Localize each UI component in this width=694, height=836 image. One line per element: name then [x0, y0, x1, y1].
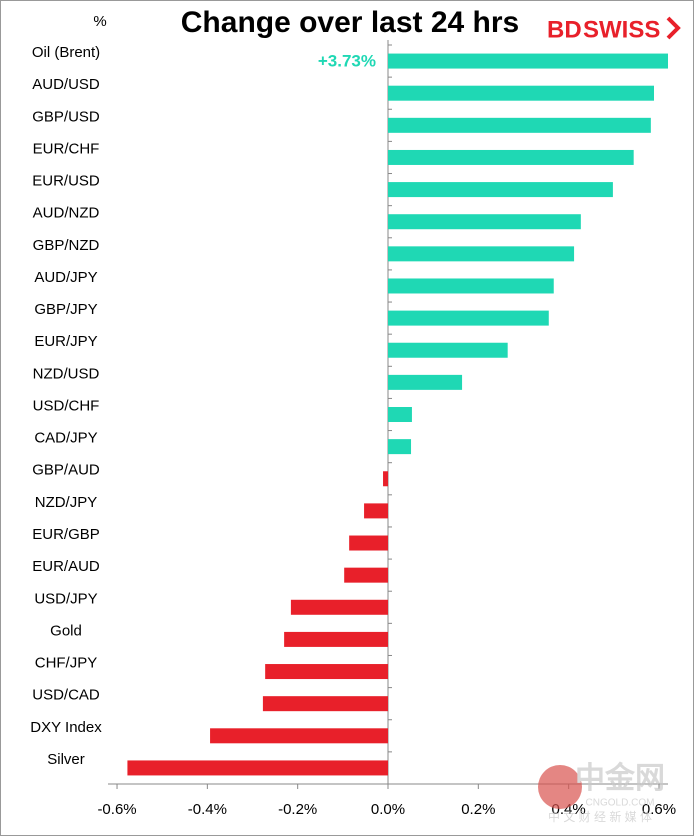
- chart-title: Change over last 24 hrs: [181, 6, 519, 39]
- y-tick-label: USD/CHF: [33, 397, 100, 414]
- y-tick-label: Oil (Brent): [32, 44, 100, 61]
- bar: [388, 246, 575, 262]
- bars: [127, 53, 668, 776]
- bar: [388, 214, 581, 230]
- y-tick-label: Gold: [50, 622, 82, 639]
- y-tick-label: AUD/USD: [32, 76, 100, 93]
- brand-logo: BD SWISS: [547, 16, 681, 43]
- watermark-icon: [538, 765, 582, 809]
- y-tick-label: GBP/JPY: [34, 301, 97, 318]
- x-tick-label: 0.6%: [642, 801, 676, 818]
- bar: [388, 407, 412, 422]
- bar: [364, 503, 388, 519]
- y-tick-label: NZD/JPY: [35, 494, 98, 511]
- plot-area: -0.6% -0.4% -0.2% 0.0% 0.2% 0.4% 0.6%Oil (Bren…: [30, 40, 676, 818]
- bar: [388, 439, 412, 455]
- y-tick-label: AUD/NZD: [33, 205, 100, 222]
- y-tick-label: CHF/JPY: [35, 655, 98, 672]
- bar: [388, 278, 554, 294]
- bar: [265, 664, 388, 680]
- y-tick-label: EUR/CHF: [33, 140, 100, 157]
- y-tick-label: CAD/JPY: [34, 430, 97, 447]
- bar: [262, 696, 388, 712]
- y-tick-label: DXY Index: [30, 719, 102, 736]
- bar: [388, 342, 508, 358]
- brand-part: SWISS: [583, 16, 660, 43]
- bar: [290, 599, 388, 615]
- bar: [388, 182, 613, 198]
- bar: [388, 85, 654, 101]
- y-tick-label: USD/CAD: [32, 687, 100, 704]
- bar: [388, 117, 651, 133]
- x-tick-label: -0.2%: [278, 801, 317, 818]
- watermark-tagline: 中 文 财 经 新 媒 体: [548, 809, 652, 824]
- bar: [284, 631, 388, 647]
- x-tick-label: 0.0%: [371, 801, 405, 818]
- brand-part: BD: [547, 16, 582, 43]
- y-tick-label: EUR/AUD: [32, 558, 100, 575]
- bar: [349, 535, 388, 551]
- bar: [388, 149, 634, 165]
- y-tick-label: GBP/USD: [32, 108, 100, 125]
- y-tick-label: GBP/NZD: [33, 237, 100, 254]
- bar: [127, 760, 388, 776]
- watermark: 中金网 CNGOLD.COM 中 文 财 经 新 媒 体: [538, 761, 665, 824]
- y-tick-label: GBP/AUD: [32, 462, 100, 479]
- y-label: %: [93, 13, 106, 30]
- bar: [388, 310, 549, 326]
- bar: [388, 374, 463, 390]
- bar: [383, 471, 388, 487]
- x-tick-label: 0.2%: [461, 801, 495, 818]
- bar: [210, 728, 388, 744]
- watermark-name: 中金网: [575, 761, 665, 795]
- watermark-site: CNGOLD.COM: [586, 798, 655, 809]
- bar: [388, 53, 668, 69]
- bar: [344, 567, 388, 583]
- y-tick-label: USD/JPY: [34, 590, 97, 607]
- value-label: +3.73%: [318, 52, 376, 71]
- y-tick-label: EUR/JPY: [34, 333, 97, 350]
- y-tick-label: EUR/GBP: [32, 526, 100, 543]
- y-tick-label: Silver: [47, 751, 85, 768]
- y-tick-label: AUD/JPY: [34, 269, 97, 286]
- x-tick-label: -0.6%: [97, 801, 136, 818]
- brand-chevron: [666, 16, 681, 40]
- y-tick-label: NZD/USD: [33, 365, 100, 382]
- x-tick-label: -0.4%: [188, 801, 227, 818]
- y-tick-label: EUR/USD: [32, 173, 100, 190]
